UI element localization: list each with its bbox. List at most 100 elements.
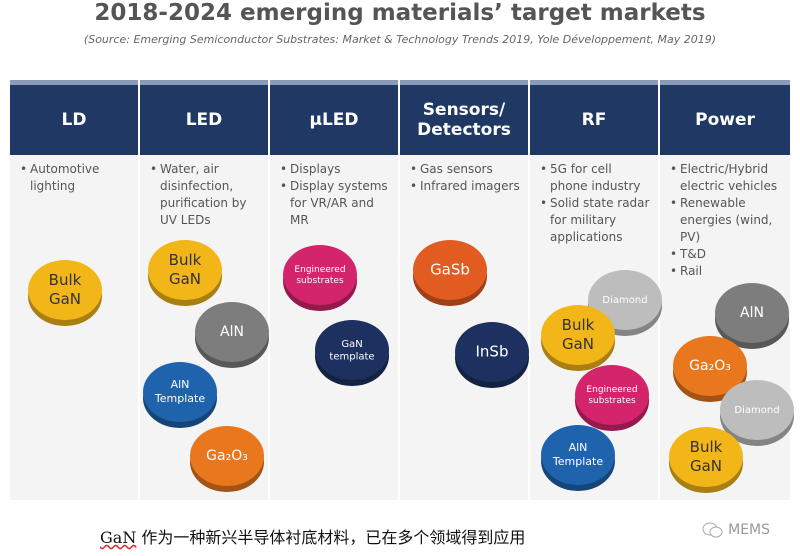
disc: InSb: [455, 322, 529, 388]
disc-top: [575, 365, 649, 425]
column: RF5G for cell phone industrySolid state …: [530, 80, 660, 500]
bullet: Rail: [670, 263, 784, 280]
disc: Ga₂O₃: [190, 426, 264, 492]
disc-label: AlN: [171, 378, 190, 391]
disc-label: template: [329, 351, 374, 362]
caption-text: 作为一种新兴半导体衬底材料，已在多个领域得到应用: [136, 528, 526, 547]
disc-label: Template: [154, 392, 205, 405]
bullet: 5G for cell phone industry: [540, 161, 652, 195]
disc-label: Engineered: [586, 385, 637, 395]
watermark-text: MEMS: [728, 522, 770, 538]
disc-top: [143, 362, 217, 422]
column: LEDWater, air disinfection, purification…: [140, 80, 270, 500]
column-heading: LD: [10, 80, 138, 155]
disc-label: GaN: [690, 457, 722, 475]
bullet: Water, air disinfection, purification by…: [150, 161, 262, 229]
disc-top: [541, 425, 615, 485]
disc-label: Bulk: [49, 271, 82, 289]
caption: GaN 作为一种新兴半导体衬底材料，已在多个领域得到应用: [100, 524, 525, 548]
bullet: Displays: [280, 161, 392, 178]
bullet: T&D: [670, 246, 784, 263]
disc: AlN: [715, 283, 789, 349]
disc-label: GaSb: [430, 261, 470, 279]
disc-top: [588, 270, 662, 330]
bullet: Renewable energies (wind, PV): [670, 195, 784, 246]
column: Sensors/ Detectors Gas sensorsInfrared im…: [400, 80, 530, 500]
disc-label: Bulk: [169, 251, 202, 269]
disc: Diamond: [720, 380, 794, 446]
caption-lead: GaN: [100, 528, 137, 547]
disc-label: GaN: [562, 335, 594, 353]
disc-top: [148, 240, 222, 300]
title: 2018-2024 emerging materials’ target mar…: [94, 0, 706, 26]
column: LD Automotive lighting: [10, 80, 140, 500]
bullet: Gas sensors: [410, 161, 522, 178]
disc-label: Template: [552, 455, 603, 468]
disc-label: Diamond: [602, 295, 647, 306]
disc-label: AlN: [220, 324, 244, 340]
disc-top: [315, 320, 389, 380]
disc-top: [28, 260, 102, 320]
column-heading: µLED: [270, 80, 398, 155]
bullet: Infrared imagers: [410, 178, 522, 195]
disc-top: [541, 305, 615, 365]
column-heading: Sensors/ Detectors: [400, 80, 528, 155]
disc-top: [283, 245, 357, 305]
disc-label: substrates: [588, 396, 636, 406]
disc-top: [195, 302, 269, 362]
watermark: MEMS: [702, 522, 770, 538]
disc-label: GaN: [169, 270, 201, 288]
disc-label: AlN: [740, 305, 764, 321]
disc: AlN: [195, 302, 269, 368]
disc-top: [669, 427, 743, 487]
disc-top: [720, 380, 794, 440]
disc-label: InSb: [476, 343, 509, 361]
disc: Ga₂O₃: [673, 336, 747, 402]
column-heading: RF: [530, 80, 658, 155]
disc-label: Ga₂O₃: [689, 358, 731, 374]
disc-top: [413, 240, 487, 300]
disc-label: Engineered: [294, 265, 345, 275]
column: PowerElectric/Hybrid electric vehiclesRe…: [660, 80, 790, 500]
subtitle: (Source: Emerging Semiconductor Substrat…: [83, 33, 717, 46]
disc-label: GaN: [49, 290, 81, 308]
disc-label: Diamond: [734, 405, 779, 416]
bullet: Display systems for VR/AR and MR: [280, 178, 392, 229]
bullet-list: 5G for cell phone industrySolid state ra…: [530, 161, 658, 246]
disc-label: Bulk: [562, 316, 595, 334]
disc-label: AlN: [569, 441, 588, 454]
bullet-list: Automotive lighting: [10, 161, 138, 195]
wechat-icon: [702, 522, 723, 538]
disc-top: [715, 283, 789, 343]
column: µLEDDisplaysDisplay systems for VR/AR an…: [270, 80, 400, 500]
bullet: Electric/Hybrid electric vehicles: [670, 161, 784, 195]
disc-label: substrates: [296, 276, 344, 286]
disc-top: [455, 322, 529, 382]
disc-top: [190, 426, 264, 486]
bullet-list: DisplaysDisplay systems for VR/AR and MR: [270, 161, 398, 229]
disc-label: Ga₂O₃: [206, 448, 248, 464]
bullet-list: Gas sensorsInfrared imagers: [400, 161, 528, 195]
disc-label: Bulk: [690, 438, 723, 456]
disc-label: GaN: [341, 339, 362, 350]
bullet-list: Electric/Hybrid electric vehiclesRenewab…: [660, 161, 790, 280]
disc: GaSb: [413, 240, 487, 306]
market-table: LD Automotive lightingLEDWater, air disin…: [10, 80, 790, 500]
bullet: Automotive lighting: [20, 161, 132, 195]
column-heading: Power: [660, 80, 790, 155]
bullet: Solid state radar for military applicati…: [540, 195, 652, 246]
bullet-list: Water, air disinfection, purification by…: [140, 161, 268, 229]
disc-top: [673, 336, 747, 396]
column-heading: LED: [140, 80, 268, 155]
